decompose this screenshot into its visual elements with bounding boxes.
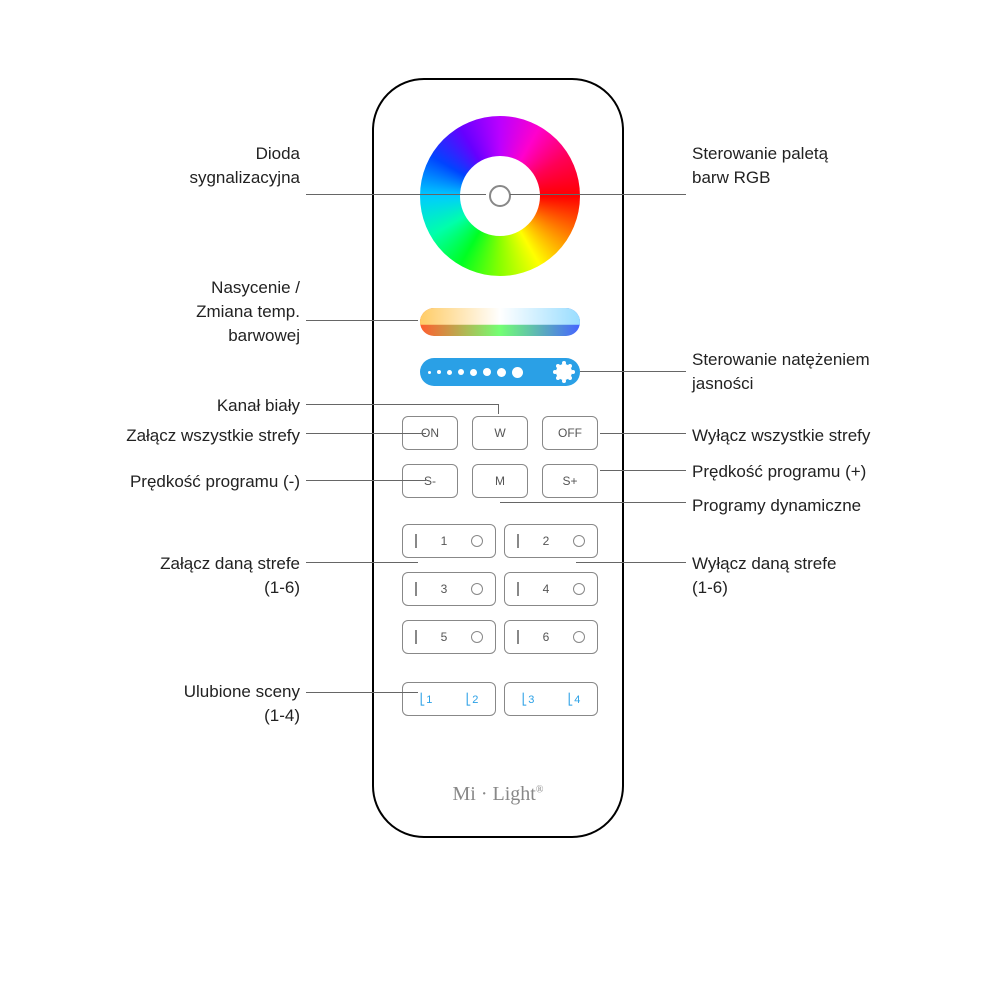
label-speed-plus: Prędkość programu (+) (692, 460, 866, 484)
connector-line (580, 371, 686, 372)
label-saturation: Nasycenie / Zmiana temp. barwowej (196, 276, 300, 347)
connector-line (306, 433, 426, 434)
rgb-color-wheel[interactable] (420, 116, 580, 276)
sun-icon (556, 364, 572, 380)
brightness-dot-icon (428, 371, 431, 374)
zone-on-icon (517, 630, 519, 644)
zone-off-icon (573, 631, 585, 643)
label-zone-on: Załącz daną strefe (1-6) (160, 552, 300, 600)
zone-4-button[interactable]: 4 (504, 572, 598, 606)
label-dynamic-modes: Programy dynamiczne (692, 494, 861, 518)
zone-on-icon (415, 582, 417, 596)
zone-off-icon (573, 583, 585, 595)
label-speed-minus: Prędkość programu (-) (130, 470, 300, 494)
scene-icon: ⎣1 (420, 693, 433, 706)
zone-on-icon (517, 534, 519, 548)
wheel-center (460, 156, 540, 236)
zone-1-button[interactable]: 1 (402, 524, 496, 558)
connector-line (500, 502, 686, 503)
label-zone-off: Wyłącz daną strefe (1-6) (692, 552, 836, 600)
scenes-1-2-button[interactable]: ⎣1 ⎣2 (402, 682, 496, 716)
brand-logo: Mi · Light® (374, 783, 622, 806)
connector-line (576, 562, 686, 563)
label-white-channel: Kanał biały (217, 394, 300, 418)
zone-5-button[interactable]: 5 (402, 620, 496, 654)
scenes-3-4-button[interactable]: ⎣3 ⎣4 (504, 682, 598, 716)
connector-line (498, 404, 499, 414)
zone-on-icon (415, 534, 417, 548)
zone-number: 2 (543, 534, 550, 548)
brightness-dot-icon (512, 367, 523, 378)
label-rgb-wheel: Sterowanie paletą barw RGB (692, 142, 828, 190)
saturation-cct-slider[interactable] (420, 308, 580, 336)
scene-icon: ⎣4 (568, 693, 581, 706)
brightness-dot-icon (470, 369, 477, 376)
zone-off-icon (471, 535, 483, 547)
zone-off-icon (471, 583, 483, 595)
scene-icon: ⎣2 (466, 693, 479, 706)
brightness-dot-icon (497, 368, 506, 377)
label-brightness: Sterowanie natężeniem jasności (692, 348, 870, 396)
label-scenes: Ulubione sceny (1-4) (184, 680, 300, 728)
connector-line (306, 194, 486, 195)
zone-off-icon (471, 631, 483, 643)
mode-button[interactable]: M (472, 464, 528, 498)
label-indicator-led: Dioda sygnalizacyjna (189, 142, 300, 190)
connector-line (510, 194, 686, 195)
zone-number: 4 (543, 582, 550, 596)
label-all-off: Wyłącz wszystkie strefy (692, 424, 870, 448)
zone-number: 5 (441, 630, 448, 644)
zone-number: 6 (543, 630, 550, 644)
indicator-led-icon (489, 185, 511, 207)
connector-line (306, 320, 418, 321)
brightness-dot-icon (437, 370, 441, 374)
speed-plus-button[interactable]: S+ (542, 464, 598, 498)
connector-line (600, 433, 686, 434)
zone-number: 3 (441, 582, 448, 596)
connector-line (306, 404, 498, 405)
scene-icon: ⎣3 (522, 693, 535, 706)
brightness-dot-icon (458, 369, 464, 375)
zone-off-icon (573, 535, 585, 547)
remote-body: ON W OFF S- M S+ 1 2 3 4 5 6 ⎣1 ⎣2 ⎣3 (372, 78, 624, 838)
brightness-dot-icon (483, 368, 491, 376)
off-button[interactable]: OFF (542, 416, 598, 450)
zone-3-button[interactable]: 3 (402, 572, 496, 606)
brightness-dot-icon (447, 370, 452, 375)
zone-6-button[interactable]: 6 (504, 620, 598, 654)
zone-2-button[interactable]: 2 (504, 524, 598, 558)
label-all-on: Załącz wszystkie strefy (126, 424, 300, 448)
connector-line (306, 692, 418, 693)
zone-on-icon (517, 582, 519, 596)
white-channel-button[interactable]: W (472, 416, 528, 450)
connector-line (306, 480, 426, 481)
connector-line (306, 562, 418, 563)
speed-minus-button[interactable]: S- (402, 464, 458, 498)
zone-number: 1 (441, 534, 448, 548)
zone-on-icon (415, 630, 417, 644)
connector-line (600, 470, 686, 471)
brightness-slider[interactable] (420, 358, 580, 386)
